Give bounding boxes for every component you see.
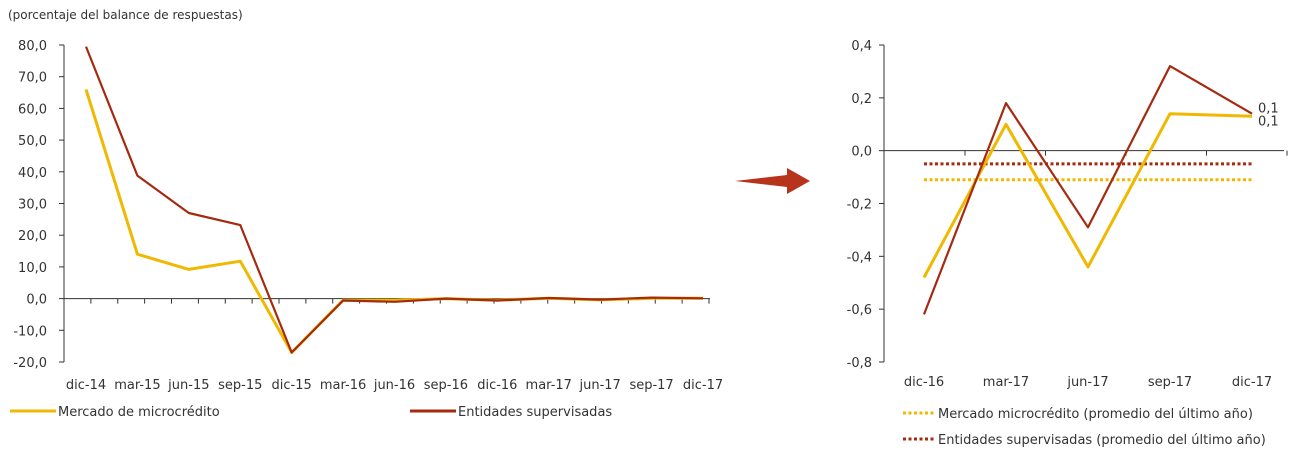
left-chart-subtitle: (porcentaje del balance de respuestas) (8, 8, 243, 22)
right-x-tick-label: dic-16 (904, 375, 944, 390)
left-chart: (porcentaje del balance de respuestas) -… (8, 8, 723, 420)
left-series (84, 46, 704, 354)
left-x-tick-label: sep-17 (629, 378, 673, 393)
right-series-line-1 (922, 64, 1253, 315)
right-chart: -0,8 -0,6 -0,4 -0,2 0,0 0,2 0,4 dic-16 mar-17 ju… (847, 39, 1288, 448)
right-y-axis: -0,8 -0,6 -0,4 -0,2 0,0 0,2 0,4 (847, 39, 885, 371)
left-x-tick-label: dic-15 (272, 378, 312, 393)
right-x-tick-label: dic-17 (1232, 375, 1272, 390)
right-y-tick-label: -0,2 (847, 198, 872, 213)
left-y-axis: -20,0 -10,0 0,0 10,0 20,0 30,0 40,0 50,0 60,0 70,… (13, 39, 65, 371)
legend-label-entidades: Entidades supervisadas (458, 405, 612, 420)
left-series-line-0 (84, 88, 703, 354)
left-x-tick-label: dic-16 (477, 378, 517, 393)
right-series (922, 64, 1253, 315)
legend-label-microcredito-promedio: Mercado microcrédito (promedio del últim… (938, 407, 1253, 422)
arrow-right-icon (735, 168, 810, 194)
left-x-tick-label: jun-16 (373, 378, 415, 393)
legend-label-microcredito: Mercado de microcrédito (58, 405, 220, 420)
right-y-tick-label: 0,4 (851, 39, 872, 54)
left-legend: Mercado de microcrédito Entidades superv… (10, 405, 612, 420)
left-y-tick-label: 80,0 (18, 39, 47, 54)
right-x-axis: dic-16 mar-17 jun-17 sep-17 dic-17 (884, 150, 1288, 390)
right-x-tick-label: sep-17 (1148, 375, 1192, 390)
right-data-label: 0,1 (1258, 114, 1279, 129)
left-y-tick-label: 40,0 (18, 166, 47, 181)
left-y-tick-label: 20,0 (18, 229, 47, 244)
left-y-tick-label: 30,0 (18, 198, 47, 213)
legend-label-entidades-promedio: Entidades supervisadas (promedio del últ… (938, 433, 1266, 448)
left-x-tick-label: mar-15 (114, 378, 160, 393)
right-x-tick-label: mar-17 (983, 375, 1029, 390)
right-y-tick-label: -0,4 (847, 250, 872, 265)
left-y-tick-label: -20,0 (13, 356, 47, 371)
left-x-tick-label: mar-16 (320, 378, 366, 393)
right-series-line-0 (922, 112, 1253, 279)
right-annotations: 0,10,1 (1258, 102, 1279, 130)
left-y-tick-label: 10,0 (18, 261, 47, 276)
right-data-label: 0,1 (1258, 102, 1279, 117)
left-x-axis: dic-14 mar-15 jun-15 sep-15 dic-15 mar-16 jun-… (63, 298, 723, 393)
right-y-tick-label: 0,0 (851, 145, 872, 160)
left-x-tick-label: dic-14 (66, 378, 106, 393)
left-series-line-1 (84, 46, 704, 354)
left-y-tick-label: -10,0 (13, 324, 47, 339)
left-x-tick-label: sep-16 (424, 378, 468, 393)
left-x-tick-label: dic-17 (683, 378, 723, 393)
left-x-tick-label: jun-17 (579, 378, 621, 393)
right-x-tick-label: jun-17 (1066, 375, 1108, 390)
left-y-tick-label: 60,0 (18, 102, 47, 117)
right-legend: Mercado microcrédito (promedio del últim… (903, 407, 1266, 448)
left-y-tick-label: 0,0 (26, 293, 47, 308)
left-x-tick-label: mar-17 (526, 378, 572, 393)
left-y-tick-label: 70,0 (18, 71, 47, 86)
left-x-tick-label: jun-15 (167, 378, 209, 393)
right-y-tick-label: 0,2 (851, 92, 872, 107)
left-y-tick-label: 50,0 (18, 134, 47, 149)
right-y-tick-label: -0,6 (847, 303, 872, 318)
left-x-tick-label: sep-15 (218, 378, 262, 393)
right-y-tick-label: -0,8 (847, 356, 872, 371)
